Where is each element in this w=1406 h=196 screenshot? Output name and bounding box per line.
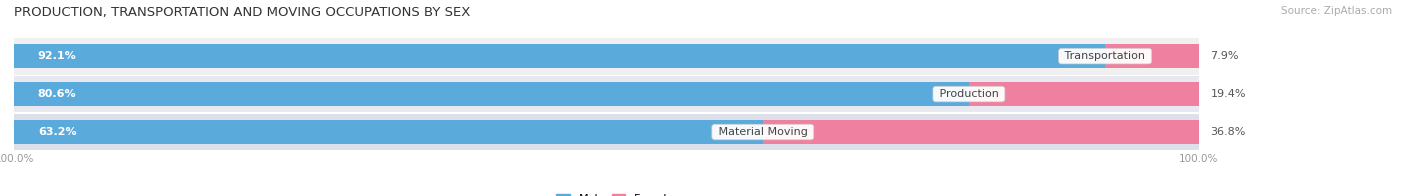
Bar xyxy=(1105,44,1199,68)
Bar xyxy=(14,38,1199,74)
Legend: Male, Female: Male, Female xyxy=(553,189,679,196)
Text: Source: ZipAtlas.com: Source: ZipAtlas.com xyxy=(1281,6,1392,16)
Bar xyxy=(763,120,1199,144)
Bar xyxy=(14,114,1199,150)
Bar xyxy=(1105,44,1199,68)
Bar xyxy=(14,82,969,106)
Text: 63.2%: 63.2% xyxy=(38,127,76,137)
Bar xyxy=(969,82,1199,106)
Text: Production: Production xyxy=(936,89,1002,99)
Text: 80.6%: 80.6% xyxy=(38,89,76,99)
Bar xyxy=(969,82,1199,106)
Text: 7.9%: 7.9% xyxy=(1211,51,1239,61)
Text: Material Moving: Material Moving xyxy=(714,127,811,137)
Text: 19.4%: 19.4% xyxy=(1211,89,1246,99)
Bar xyxy=(14,44,1105,68)
Bar xyxy=(763,120,1199,144)
Text: Transportation: Transportation xyxy=(1062,51,1149,61)
Bar xyxy=(14,120,763,144)
Text: PRODUCTION, TRANSPORTATION AND MOVING OCCUPATIONS BY SEX: PRODUCTION, TRANSPORTATION AND MOVING OC… xyxy=(14,6,471,19)
Text: 36.8%: 36.8% xyxy=(1211,127,1246,137)
Bar xyxy=(14,44,1105,68)
Bar xyxy=(14,82,969,106)
Bar xyxy=(14,120,763,144)
Text: 92.1%: 92.1% xyxy=(38,51,76,61)
Bar xyxy=(14,76,1199,113)
